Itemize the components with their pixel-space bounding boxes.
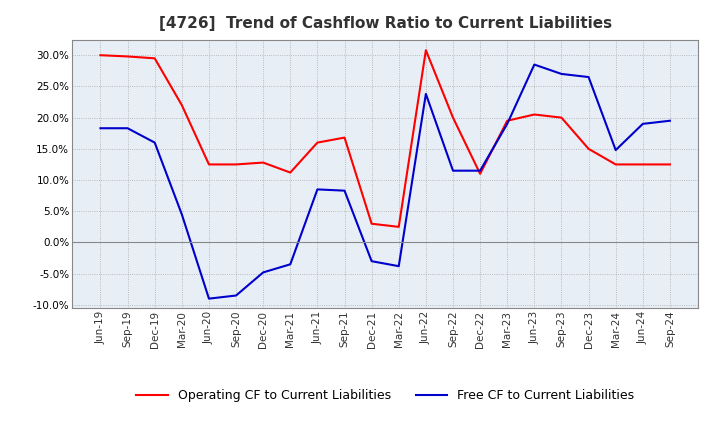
Operating CF to Current Liabilities (476, 171, 485, 176)
Operating CF to Current Liabilities (639, 162, 647, 167)
Free CF to Current Liabilities (476, 168, 485, 173)
Operating CF to Current Liabilities (421, 48, 430, 53)
Operating CF to Current Liabilities (367, 221, 376, 226)
Free CF to Current Liabilities (204, 296, 213, 301)
Free CF to Current Liabilities (178, 212, 186, 217)
Free CF to Current Liabilities (503, 121, 511, 127)
Operating CF to Current Liabilities (259, 160, 268, 165)
Line: Free CF to Current Liabilities: Free CF to Current Liabilities (101, 65, 670, 299)
Operating CF to Current Liabilities (341, 135, 349, 140)
Free CF to Current Liabilities (395, 264, 403, 269)
Operating CF to Current Liabilities (611, 162, 620, 167)
Free CF to Current Liabilities (232, 293, 240, 298)
Operating CF to Current Liabilities (665, 162, 674, 167)
Free CF to Current Liabilities (611, 147, 620, 153)
Free CF to Current Liabilities (639, 121, 647, 127)
Operating CF to Current Liabilities (178, 103, 186, 108)
Operating CF to Current Liabilities (503, 118, 511, 123)
Legend: Operating CF to Current Liabilities, Free CF to Current Liabilities: Operating CF to Current Liabilities, Fre… (136, 389, 634, 403)
Operating CF to Current Liabilities (96, 52, 105, 58)
Free CF to Current Liabilities (96, 125, 105, 131)
Free CF to Current Liabilities (584, 74, 593, 80)
Free CF to Current Liabilities (421, 91, 430, 96)
Operating CF to Current Liabilities (204, 162, 213, 167)
Operating CF to Current Liabilities (286, 170, 294, 175)
Free CF to Current Liabilities (665, 118, 674, 123)
Operating CF to Current Liabilities (557, 115, 566, 120)
Operating CF to Current Liabilities (395, 224, 403, 230)
Operating CF to Current Liabilities (150, 56, 159, 61)
Free CF to Current Liabilities (557, 71, 566, 77)
Free CF to Current Liabilities (449, 168, 457, 173)
Operating CF to Current Liabilities (123, 54, 132, 59)
Free CF to Current Liabilities (259, 270, 268, 275)
Free CF to Current Liabilities (341, 188, 349, 193)
Title: [4726]  Trend of Cashflow Ratio to Current Liabilities: [4726] Trend of Cashflow Ratio to Curren… (158, 16, 612, 32)
Operating CF to Current Liabilities (449, 115, 457, 120)
Free CF to Current Liabilities (286, 262, 294, 267)
Free CF to Current Liabilities (313, 187, 322, 192)
Free CF to Current Liabilities (150, 140, 159, 145)
Operating CF to Current Liabilities (313, 140, 322, 145)
Operating CF to Current Liabilities (584, 146, 593, 151)
Free CF to Current Liabilities (123, 125, 132, 131)
Operating CF to Current Liabilities (530, 112, 539, 117)
Line: Operating CF to Current Liabilities: Operating CF to Current Liabilities (101, 50, 670, 227)
Operating CF to Current Liabilities (232, 162, 240, 167)
Free CF to Current Liabilities (367, 259, 376, 264)
Free CF to Current Liabilities (530, 62, 539, 67)
